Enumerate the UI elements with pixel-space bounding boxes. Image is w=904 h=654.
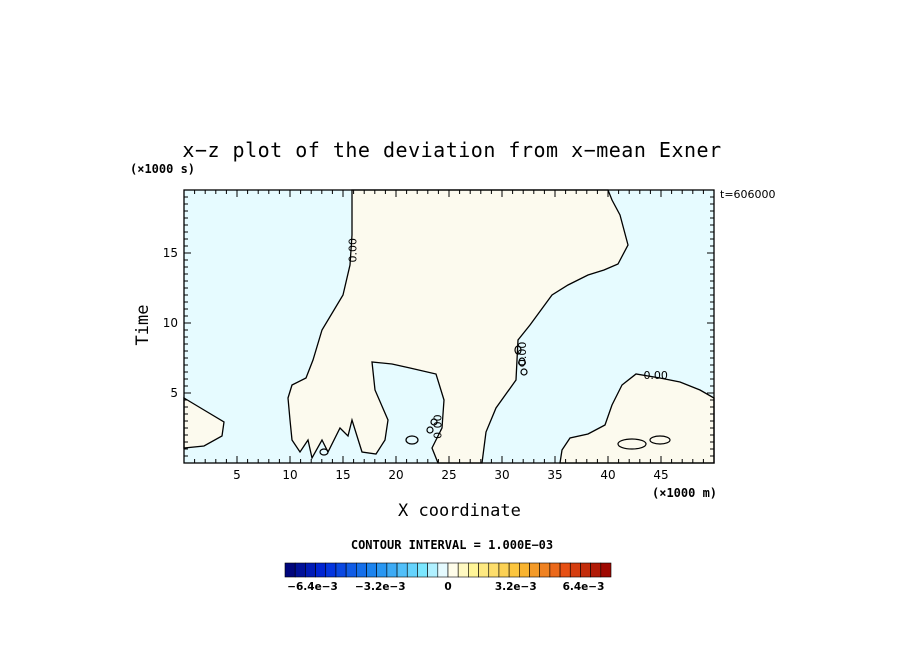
x-tick-label: 5 <box>233 468 241 482</box>
colorbar-cell <box>457 562 469 578</box>
colorbar-cell <box>447 562 459 578</box>
contour-island <box>426 426 434 434</box>
colorbar-cell <box>305 562 316 578</box>
positive-region <box>288 190 628 463</box>
colorbar-cell <box>437 562 449 578</box>
contour-line <box>559 373 715 464</box>
y-tick-label: 15 <box>163 246 178 260</box>
colorbar-cell <box>559 562 571 578</box>
x-tick-label: 40 <box>600 468 615 482</box>
x-tick-label: 35 <box>547 468 562 482</box>
positive-region <box>560 374 714 463</box>
contour-interval-label: CONTOUR INTERVAL = 1.000E−03 <box>350 538 554 552</box>
colorbar-cell <box>549 562 561 578</box>
contour-line <box>287 189 629 464</box>
contour-island <box>430 418 438 426</box>
chart-title: x−z plot of the deviation from x−mean Ex… <box>182 138 722 162</box>
contour-label: 0.00 <box>643 369 668 382</box>
colorbar-cell <box>325 562 337 578</box>
colorbar-cell <box>284 562 296 578</box>
colorbar-cell <box>294 562 306 578</box>
colorbar-cell <box>315 562 327 578</box>
contour-island <box>520 368 528 376</box>
colorbar-cell <box>406 562 418 578</box>
contour-island <box>649 435 671 445</box>
colorbar-cell <box>366 562 377 578</box>
colorbar-tick-label: 6.4e−3 <box>563 581 605 593</box>
contour-island <box>514 345 522 355</box>
x-tick-label: 10 <box>282 468 297 482</box>
colorbar-cell <box>498 562 510 578</box>
contour-island <box>405 435 419 445</box>
contour-label: 0.00 <box>516 342 529 367</box>
x-tick-label: 15 <box>335 468 350 482</box>
x-tick-label: 45 <box>653 468 668 482</box>
colorbar-cell <box>376 562 388 578</box>
x-tick-label: 20 <box>388 468 403 482</box>
colorbar-cell <box>335 562 347 578</box>
colorbar-cell <box>356 562 367 578</box>
axis-ticks: 5 10 15 20 25 30 35 40 45 5 10 15 <box>163 190 714 482</box>
colorbar-cell <box>417 562 428 578</box>
colorbar-cell <box>345 562 357 578</box>
colorbar-cell <box>529 562 540 578</box>
contour-island <box>617 438 647 450</box>
colorbar-tick-label: −6.4e−3 <box>287 581 338 593</box>
plot-area: 0.00 0.00 0.00 0.00 <box>183 189 715 464</box>
positive-region <box>184 398 224 448</box>
colorbar-cell <box>600 562 612 578</box>
colorbar-cell <box>478 562 490 578</box>
y-axis-units: (×1000 s) <box>130 162 196 176</box>
x-axis-units: (×1000 m) <box>652 486 718 500</box>
colorbar: −6.4e−3 −3.2e−3 0 3.2e−3 6.4e−3 <box>284 562 612 593</box>
x-axis-label: X coordinate <box>398 501 521 521</box>
colorbar-cell <box>580 562 591 578</box>
colorbar-tick-label: −3.2e−3 <box>355 581 406 593</box>
colorbar-tick-label: 0 <box>444 581 451 593</box>
colorbar-cell <box>386 562 398 578</box>
contour-label: 0.00 <box>347 238 360 263</box>
contour-island <box>518 357 526 367</box>
contour-label: 0.00 <box>431 414 444 439</box>
y-tick-label: 5 <box>170 386 178 400</box>
x-tick-label: 25 <box>441 468 456 482</box>
colorbar-cell <box>488 562 500 578</box>
colorbar-cell <box>468 562 479 578</box>
colorbar-cell <box>396 562 408 578</box>
colorbar-tick-label: 3.2e−3 <box>495 581 537 593</box>
y-tick-label: 10 <box>163 316 178 330</box>
colorbar-cell <box>539 562 551 578</box>
time-stamp: t=606000 <box>720 188 776 201</box>
contour-island <box>319 448 329 456</box>
colorbar-cell <box>590 562 602 578</box>
colorbar-cell <box>508 562 520 578</box>
colorbar-cell <box>519 562 530 578</box>
colorbar-cell <box>569 562 581 578</box>
x-tick-label: 30 <box>494 468 509 482</box>
colorbar-cell <box>427 562 439 578</box>
